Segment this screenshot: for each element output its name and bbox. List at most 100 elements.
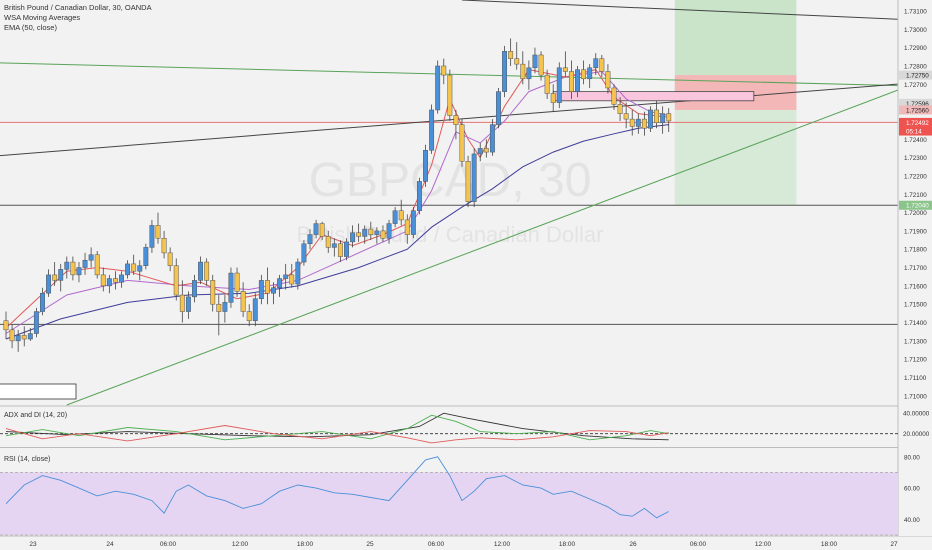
candle (581, 60, 587, 85)
candle-body (374, 230, 380, 235)
price-label-tag (899, 126, 932, 136)
candle (459, 119, 465, 167)
candle (149, 219, 155, 253)
candle-body (599, 58, 605, 72)
candle-body (410, 210, 416, 235)
candle (21, 326, 27, 347)
candle (477, 142, 483, 162)
candle-body (666, 113, 672, 122)
candle-body (514, 58, 520, 65)
rsi-tick-label: 60.00 (904, 486, 920, 493)
candle (33, 307, 39, 338)
candle-body (76, 267, 82, 276)
candle-body (40, 292, 45, 312)
candle (252, 293, 258, 327)
candle (185, 291, 191, 319)
annotation-box (0, 383, 77, 400)
candle-body (386, 223, 392, 239)
candle-body (648, 109, 653, 129)
candle-body (179, 294, 185, 312)
time-tick-label: 18:00 (297, 541, 314, 548)
candle (374, 227, 380, 244)
candle-body (64, 261, 70, 270)
candle-body (46, 274, 52, 294)
adx-title: ADX and DI (14, 20) (4, 412, 67, 419)
candle-body (58, 269, 64, 281)
candle-body (173, 265, 179, 296)
candle-body (483, 148, 489, 153)
time-tick-label: 12:00 (232, 541, 249, 548)
candle (173, 258, 179, 301)
candle-body (185, 296, 191, 312)
price-label-text: 1.72596 (906, 101, 929, 108)
candle (337, 240, 343, 263)
candle-body (82, 259, 88, 268)
candle-body (532, 54, 538, 69)
candle-body (100, 274, 106, 287)
candle (125, 260, 131, 279)
candle (532, 47, 538, 74)
candle (228, 267, 234, 308)
candle-body (137, 265, 143, 272)
candle (301, 240, 307, 266)
candle (137, 260, 143, 281)
candle-body (635, 118, 641, 127)
price-tick-label: 1.71100 (904, 375, 927, 382)
legend-symbol[interactable]: British Pound / Canadian Dollar, 30, OAN… (4, 3, 152, 12)
candle (295, 258, 301, 290)
candle (40, 287, 45, 316)
candle (380, 225, 386, 242)
price-tick-label: 1.71900 (904, 228, 927, 235)
candle-body (423, 150, 428, 182)
candle-body (556, 67, 562, 103)
short-position-target-zone (674, 109, 797, 206)
candle-body (550, 93, 556, 103)
candle (167, 247, 173, 272)
candle (289, 263, 295, 288)
candle (15, 329, 21, 352)
time-tick-label: 18:00 (821, 541, 838, 548)
time-tick-label: 26 (629, 541, 637, 548)
time-tick-label: 27 (890, 541, 898, 548)
candle (368, 221, 374, 241)
candle-body (155, 225, 161, 239)
chart-legend: British Pound / Canadian Dollar, 30, OAN… (4, 3, 152, 33)
candle-body (344, 241, 349, 257)
candle-body (575, 69, 580, 92)
candle (161, 230, 167, 259)
legend-ema[interactable]: EMA (50, close) (4, 23, 57, 32)
price-label-text: 1.72492 (906, 120, 929, 127)
candle-body (125, 263, 131, 276)
candle (435, 60, 441, 114)
candle-body (568, 71, 574, 92)
price-tick-label: 1.72800 (904, 63, 927, 70)
candle-body (222, 302, 228, 312)
candle-body (210, 280, 216, 305)
candle (283, 263, 289, 290)
price-tick-label: 1.71000 (904, 393, 927, 400)
candle (453, 109, 459, 140)
candle-body (502, 51, 508, 92)
time-tick-label: 06:00 (428, 541, 445, 548)
price-label-tag (899, 105, 932, 115)
candle (629, 109, 635, 136)
price-tick-label: 1.72000 (904, 210, 927, 217)
candle-body (398, 210, 404, 221)
candle-body (562, 67, 568, 72)
watermark: GBPCAD, 30 British Pound / Canadian Dolla… (297, 154, 604, 247)
candle-body (508, 51, 514, 59)
candle-body (459, 124, 465, 162)
legend-wsa[interactable]: WSA Moving Averages (4, 13, 81, 22)
candle (605, 64, 611, 94)
price-tick-label: 1.72400 (904, 137, 927, 144)
candle-body (295, 261, 301, 285)
candle-body (277, 278, 283, 288)
candle (52, 262, 58, 286)
candle (198, 256, 204, 285)
candle (556, 62, 562, 109)
time-tick-label: 24 (106, 541, 114, 548)
candle-body (112, 278, 118, 283)
candle (362, 225, 368, 244)
